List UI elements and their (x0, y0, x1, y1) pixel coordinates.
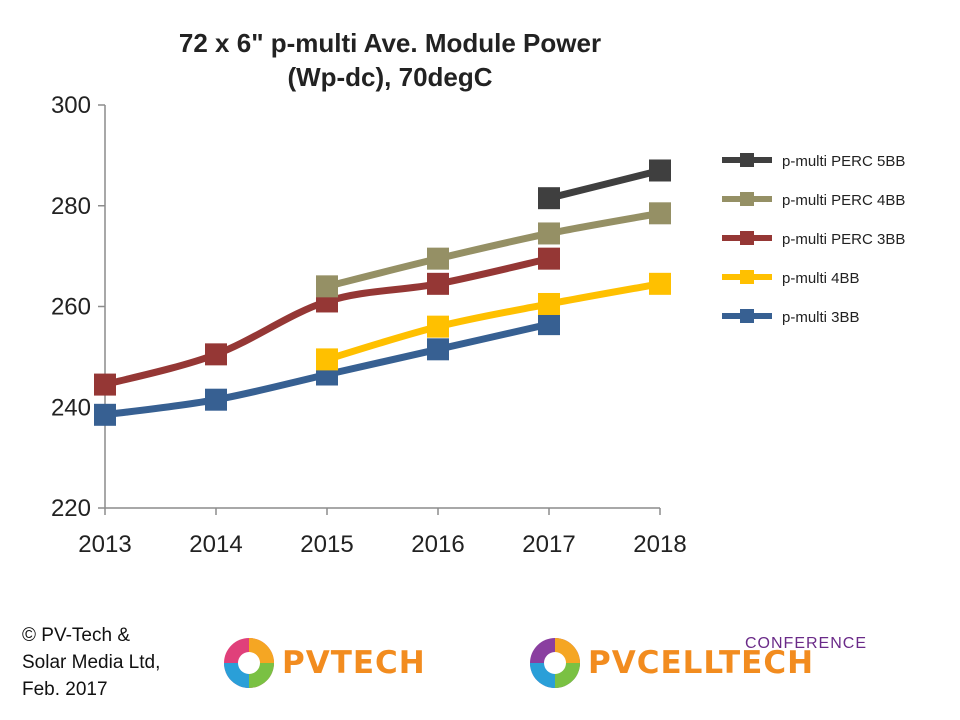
legend-marker (740, 231, 754, 245)
data-point-marker (649, 202, 671, 225)
legend-marker (740, 270, 754, 284)
data-point-marker (316, 348, 338, 371)
pvtech-logo-icon (224, 638, 274, 688)
y-tick-label: 280 (51, 193, 91, 220)
x-tick-label: 2018 (633, 531, 686, 558)
x-tick-label: 2013 (78, 531, 131, 558)
data-point-marker (427, 315, 449, 338)
legend-marker (740, 153, 754, 167)
data-point-marker (649, 159, 671, 182)
data-point-marker (205, 343, 227, 366)
y-tick-label: 240 (51, 394, 91, 421)
data-point-marker (538, 292, 560, 315)
data-point-marker (538, 222, 560, 245)
data-point-marker (538, 313, 560, 336)
copyright-line-3: Feb. 2017 (22, 679, 108, 700)
conference-label: CONFERENCE (745, 635, 868, 652)
chart-series (94, 159, 671, 426)
pvcelltech-logo: PVCELLTECH (528, 636, 814, 690)
chart-title: 72 x 6" p-multi Ave. Module Power (Wp-dc… (90, 26, 690, 94)
data-point-marker (538, 187, 560, 210)
legend-label: p-multi 4BB (782, 270, 860, 287)
pvcelltech-logo-text: PVCELLTECH (588, 645, 815, 681)
pvcelltech-logo-icon (530, 638, 580, 688)
chart-title-line2: (Wp-dc), 70degC (287, 62, 493, 92)
data-point-marker (427, 338, 449, 361)
data-point-marker (205, 388, 227, 411)
data-point-marker (427, 272, 449, 295)
data-point-marker (538, 247, 560, 270)
data-point-marker (427, 247, 449, 270)
copyright-line-1: © PV-Tech & (22, 625, 130, 646)
legend-marker (740, 192, 754, 206)
series-line (326, 280, 661, 363)
x-tick-label: 2014 (189, 531, 242, 558)
series-line (326, 209, 661, 290)
pvtech-logo: PVTECH (222, 636, 426, 690)
legend-label: p-multi PERC 5BB (782, 153, 905, 170)
pvtech-logo-text: PVTECH (282, 645, 426, 681)
copyright-line-2: Solar Media Ltd, (22, 652, 161, 673)
data-point-marker (649, 272, 671, 295)
chart-title-line1: 72 x 6" p-multi Ave. Module Power (178, 28, 602, 58)
chart-legend: p-multi PERC 5BB p-multi PERC 4BB p-multi … (722, 153, 905, 326)
series-line (548, 167, 661, 202)
data-point-marker (94, 403, 116, 426)
legend-label: p-multi PERC 4BB (782, 192, 905, 209)
x-tick-label: 2016 (411, 531, 464, 558)
y-tick-label: 300 (51, 92, 91, 119)
y-tick-label: 220 (51, 495, 91, 522)
data-point-marker (316, 275, 338, 298)
data-point-marker (94, 373, 116, 396)
copyright-notice: © PV-Tech & Solar Media Ltd, Feb. 2017 (22, 622, 160, 703)
chart-axes: 220 240 260 280 300 2013 2014 2015 2016 2017 2018 (51, 92, 687, 558)
y-tick-label: 260 (51, 294, 91, 321)
legend-label: p-multi PERC 3BB (782, 231, 905, 248)
x-tick-label: 2015 (300, 531, 353, 558)
legend-marker (740, 309, 754, 323)
legend-label: p-multi 3BB (782, 309, 860, 326)
x-tick-label: 2017 (522, 531, 575, 558)
